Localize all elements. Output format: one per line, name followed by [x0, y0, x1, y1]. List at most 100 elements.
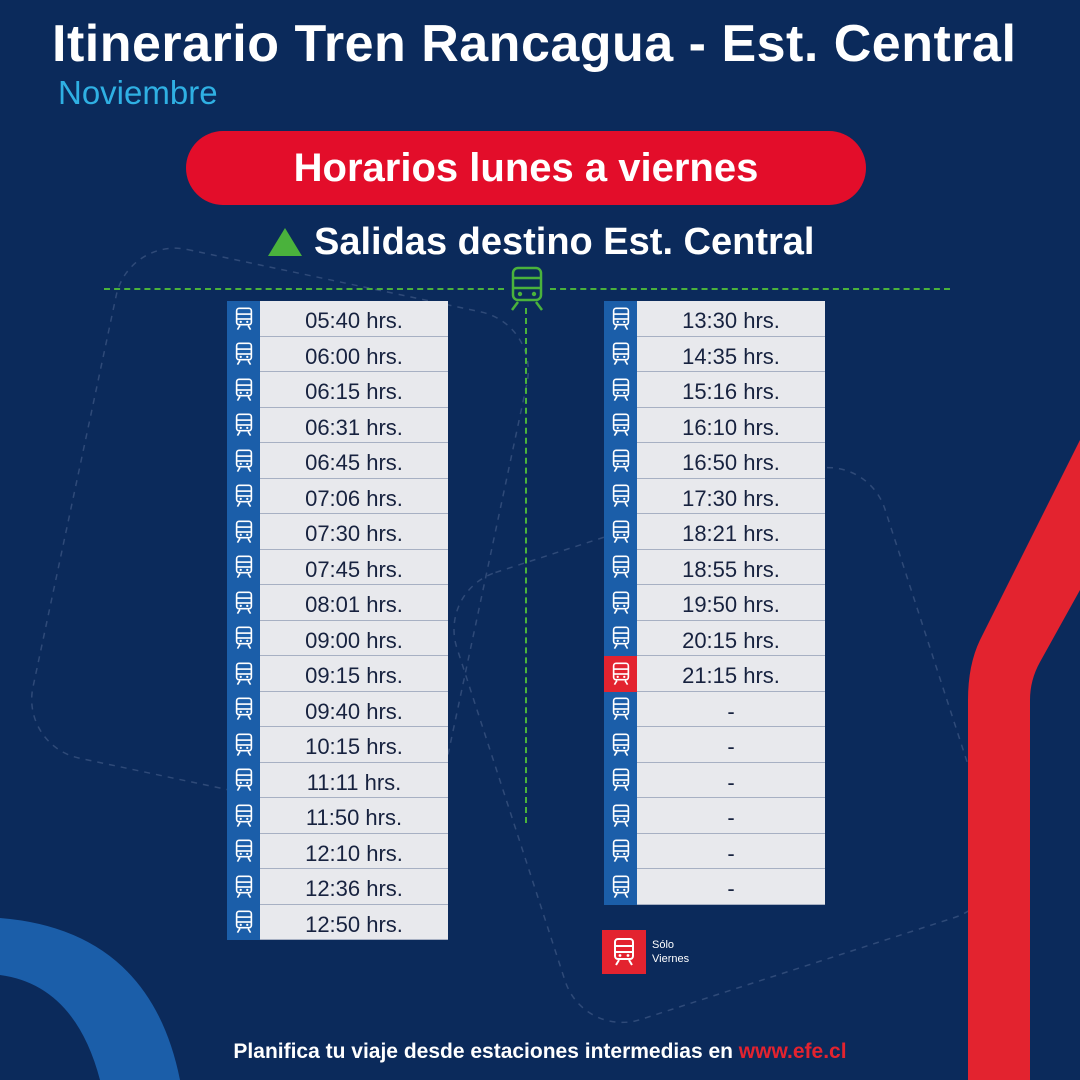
- schedule-row: 11:50 hrs.: [227, 798, 448, 834]
- schedule-row: 09:15 hrs.: [227, 656, 448, 692]
- train-icon: [227, 478, 260, 514]
- schedule-row: 08:01 hrs.: [227, 585, 448, 621]
- schedule-row: 18:55 hrs.: [604, 549, 825, 585]
- train-icon: [604, 833, 637, 869]
- departure-time: 09:00 hrs.: [260, 620, 448, 656]
- train-icon: [227, 514, 260, 550]
- departure-time: -: [637, 869, 825, 905]
- departure-time: 12:10 hrs.: [260, 833, 448, 869]
- departure-time: 08:01 hrs.: [260, 585, 448, 621]
- train-icon: [604, 585, 637, 621]
- schedule-row: -: [604, 833, 825, 869]
- train-icon: [227, 301, 260, 337]
- train-icon: [604, 727, 637, 763]
- departure-time: 07:06 hrs.: [260, 478, 448, 514]
- departure-time: 06:00 hrs.: [260, 336, 448, 372]
- schedule-row: 07:06 hrs.: [227, 478, 448, 514]
- schedule-row: 19:50 hrs.: [604, 585, 825, 621]
- train-icon: [227, 372, 260, 408]
- schedule-row: 06:31 hrs.: [227, 407, 448, 443]
- schedule-column-right: 13:30 hrs. 14:35 hrs. 15:16 hrs. 16:10 hrs.…: [604, 301, 825, 905]
- train-icon: [604, 336, 637, 372]
- divider-line-left: [104, 288, 504, 290]
- train-icon: [227, 833, 260, 869]
- train-icon: [604, 443, 637, 479]
- train-icon: [604, 762, 637, 798]
- schedule-row: 11:11 hrs.: [227, 762, 448, 798]
- train-icon: [511, 266, 543, 311]
- departure-time: 06:15 hrs.: [260, 372, 448, 408]
- train-icon: [604, 407, 637, 443]
- schedule-row: 16:50 hrs.: [604, 443, 825, 479]
- departure-time: -: [637, 691, 825, 727]
- departure-time: 21:15 hrs.: [637, 656, 825, 692]
- direction-label: Salidas destino Est. Central: [314, 220, 815, 263]
- train-icon: [614, 938, 634, 966]
- legend-line-2: Viernes: [652, 953, 690, 965]
- legend: Sólo Viernes: [602, 930, 712, 974]
- train-icon: [604, 478, 637, 514]
- divider-line-right: [550, 288, 950, 290]
- train-icon: [602, 930, 646, 974]
- train-icon: [604, 372, 637, 408]
- departure-time: 17:30 hrs.: [637, 478, 825, 514]
- departure-time: 05:40 hrs.: [260, 301, 448, 337]
- divider-line-vertical: [525, 308, 527, 823]
- train-icon: [227, 762, 260, 798]
- schedule-row: 06:45 hrs.: [227, 443, 448, 479]
- schedule-row: -: [604, 727, 825, 763]
- legend-label: Sólo Viernes: [652, 938, 712, 966]
- schedule-row: 16:10 hrs.: [604, 407, 825, 443]
- schedule-row: -: [604, 691, 825, 727]
- train-icon: [227, 443, 260, 479]
- train-icon: [227, 549, 260, 585]
- schedule-row: -: [604, 869, 825, 905]
- train-icon: [227, 407, 260, 443]
- train-icon: [227, 691, 260, 727]
- schedule-column-left: 05:40 hrs. 06:00 hrs. 06:15 hrs. 06:31 hrs.…: [227, 301, 448, 940]
- departure-time: -: [637, 798, 825, 834]
- departure-time: 12:50 hrs.: [260, 904, 448, 940]
- website-link[interactable]: www.efe.cl: [738, 1040, 847, 1063]
- schedule-row: 07:30 hrs.: [227, 514, 448, 550]
- schedule-row: 13:30 hrs.: [604, 301, 825, 337]
- train-icon: [227, 620, 260, 656]
- schedule-row: 12:36 hrs.: [227, 869, 448, 905]
- departure-time: 09:40 hrs.: [260, 691, 448, 727]
- departure-time: 13:30 hrs.: [637, 301, 825, 337]
- departure-time: 07:45 hrs.: [260, 549, 448, 585]
- schedule-row: 15:16 hrs.: [604, 372, 825, 408]
- schedule-row: 10:15 hrs.: [227, 727, 448, 763]
- schedule-row: -: [604, 798, 825, 834]
- departure-time: 09:15 hrs.: [260, 656, 448, 692]
- legend-line-1: Sólo: [652, 939, 675, 951]
- train-icon: [227, 585, 260, 621]
- departure-time: 16:10 hrs.: [637, 407, 825, 443]
- departure-time: 11:50 hrs.: [260, 798, 448, 834]
- train-icon: [604, 798, 637, 834]
- train-icon: [604, 301, 637, 337]
- train-icon: [227, 727, 260, 763]
- month-label: Noviembre: [58, 74, 218, 111]
- train-icon: [604, 691, 637, 727]
- train-icon: [604, 656, 637, 692]
- schedule-row: 17:30 hrs.: [604, 478, 825, 514]
- schedule-row: 09:00 hrs.: [227, 620, 448, 656]
- schedule-row: -: [604, 762, 825, 798]
- departure-time: -: [637, 727, 825, 763]
- up-triangle-icon: [268, 228, 302, 256]
- train-icon: [604, 869, 637, 905]
- departure-time: 12:36 hrs.: [260, 869, 448, 905]
- departure-time: 20:15 hrs.: [637, 620, 825, 656]
- train-icon: [604, 620, 637, 656]
- footer-text: Planifica tu viaje desde estaciones inte…: [233, 1040, 739, 1063]
- schedule-row: 06:15 hrs.: [227, 372, 448, 408]
- departure-time: 14:35 hrs.: [637, 336, 825, 372]
- train-icon: [227, 656, 260, 692]
- schedule-type-banner: Horarios lunes a viernes: [186, 131, 866, 205]
- schedule-row: 18:21 hrs.: [604, 514, 825, 550]
- train-icon: [227, 336, 260, 372]
- departure-time: 06:45 hrs.: [260, 443, 448, 479]
